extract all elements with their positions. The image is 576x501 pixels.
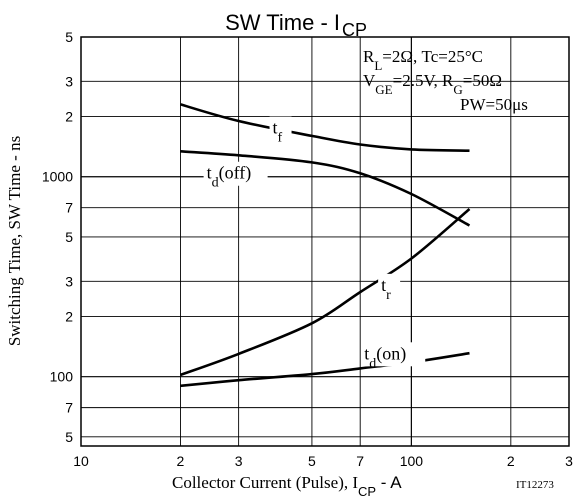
y-tick-label: 5 xyxy=(65,29,73,45)
y-tick-label: 1000 xyxy=(42,169,73,185)
series-labels: tf td(off) tr td(on) xyxy=(203,116,426,371)
chart-title-subscript: CP xyxy=(342,20,367,40)
y-axis-label: Switching Time, SW Time - ns xyxy=(5,136,24,346)
figure-id: IT12273 xyxy=(516,479,554,491)
series-label-bg-2 xyxy=(378,273,401,298)
series-label-bg-1 xyxy=(203,161,268,186)
series-line-0 xyxy=(180,103,470,152)
x-axis-label: Collector Current (Pulse), ICP - A xyxy=(172,473,402,499)
y-tick-label: 100 xyxy=(50,369,74,385)
x-tick-label: 10 xyxy=(73,453,89,469)
series-label-bg-3 xyxy=(361,342,426,367)
x-tick-label: 5 xyxy=(308,453,316,469)
series-label-bg-0 xyxy=(269,116,292,141)
y-tick-label: 2 xyxy=(65,109,73,125)
y-tick-label: 2 xyxy=(65,308,73,324)
condition-line-1: RL=2Ω, Tc=25°C xyxy=(363,47,483,73)
y-tick-label: 3 xyxy=(65,73,73,89)
x-tick-label: 2 xyxy=(177,453,185,469)
series-label-1: td(off) xyxy=(207,163,252,191)
series-line-1 xyxy=(180,150,471,227)
tick-labels: 10 2 3 5 7 100 2 3 5 7 100 2 3 5 7 1000 2 3 5 xyxy=(42,29,573,469)
y-tick-label: 3 xyxy=(65,273,73,289)
series-label-0: tf xyxy=(273,118,283,146)
series-label-3: td(on) xyxy=(364,343,406,371)
plot-frame xyxy=(80,36,570,447)
series-line-3 xyxy=(180,351,470,388)
series-label-2: tr xyxy=(381,275,391,303)
condition-line-2: VGE=2.5V, RG=50Ω xyxy=(363,71,502,97)
x-tick-label: 2 xyxy=(507,453,515,469)
chart-title: SW Time - I xyxy=(225,10,340,35)
y-tick-label: 7 xyxy=(65,200,73,216)
x-tick-label: 7 xyxy=(356,453,364,469)
condition-line-3: PW=50μs xyxy=(460,95,528,114)
y-tick-label: 5 xyxy=(65,229,73,245)
x-tick-label: 3 xyxy=(565,453,573,469)
series-line-2 xyxy=(180,208,471,377)
y-tick-label: 7 xyxy=(65,400,73,416)
series-lines xyxy=(180,103,471,388)
x-tick-label: 100 xyxy=(400,453,424,469)
x-tick-label: 3 xyxy=(235,453,243,469)
y-tick-label: 5 xyxy=(65,429,73,445)
